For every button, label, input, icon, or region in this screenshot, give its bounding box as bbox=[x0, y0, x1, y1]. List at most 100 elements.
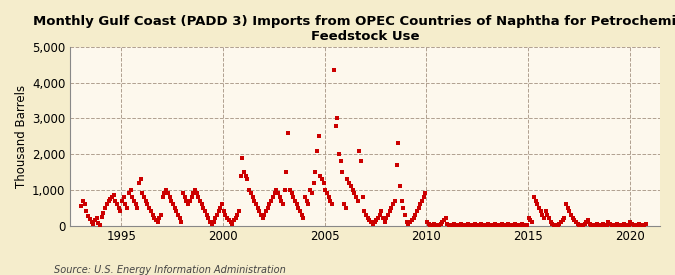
Point bbox=[393, 141, 404, 146]
Point bbox=[301, 199, 312, 203]
Point bbox=[487, 223, 498, 227]
Point bbox=[571, 220, 582, 224]
Point bbox=[288, 195, 298, 199]
Point bbox=[533, 206, 544, 210]
Point bbox=[127, 195, 138, 199]
Point bbox=[174, 216, 185, 221]
Point bbox=[346, 184, 356, 189]
Point bbox=[286, 191, 297, 196]
Point bbox=[254, 209, 265, 214]
Point bbox=[503, 222, 514, 226]
Point bbox=[637, 223, 648, 227]
Point bbox=[176, 220, 187, 224]
Point bbox=[559, 216, 570, 221]
Point bbox=[452, 223, 463, 227]
Point bbox=[616, 223, 627, 227]
Point bbox=[460, 223, 471, 227]
Point bbox=[320, 188, 331, 192]
Point bbox=[269, 191, 280, 196]
Point bbox=[354, 148, 364, 153]
Point bbox=[442, 222, 453, 226]
Point bbox=[97, 214, 107, 219]
Point bbox=[491, 222, 502, 227]
Point bbox=[244, 188, 254, 192]
Point bbox=[429, 222, 439, 226]
Point bbox=[80, 202, 90, 207]
Point bbox=[329, 68, 340, 72]
Point bbox=[418, 195, 429, 199]
Point bbox=[117, 199, 128, 203]
Point bbox=[389, 199, 400, 203]
Point bbox=[406, 218, 417, 222]
Point bbox=[605, 222, 616, 226]
Point bbox=[327, 202, 338, 207]
Point bbox=[186, 195, 197, 199]
Point bbox=[362, 216, 373, 221]
Point bbox=[201, 213, 212, 217]
Point bbox=[317, 177, 327, 182]
Point bbox=[427, 223, 437, 227]
Point bbox=[154, 216, 165, 221]
Point bbox=[459, 223, 470, 227]
Point bbox=[310, 170, 321, 174]
Point bbox=[352, 199, 363, 203]
Point bbox=[496, 222, 507, 226]
Point bbox=[366, 220, 377, 224]
Point bbox=[466, 223, 477, 227]
Point bbox=[78, 199, 88, 203]
Point bbox=[606, 222, 617, 227]
Point bbox=[98, 211, 109, 215]
Point bbox=[412, 209, 423, 214]
Point bbox=[105, 197, 115, 201]
Point bbox=[576, 223, 587, 227]
Point bbox=[239, 170, 250, 174]
Point bbox=[435, 222, 446, 226]
Point bbox=[156, 213, 167, 217]
Point bbox=[236, 174, 246, 178]
Point bbox=[401, 220, 412, 224]
Point bbox=[144, 206, 155, 210]
Point bbox=[572, 222, 583, 226]
Point bbox=[481, 223, 492, 227]
Point bbox=[586, 222, 597, 227]
Point bbox=[446, 223, 456, 227]
Point bbox=[477, 222, 488, 227]
Point bbox=[342, 177, 353, 182]
Point bbox=[622, 223, 632, 227]
Point bbox=[298, 216, 308, 221]
Point bbox=[294, 209, 305, 214]
Point bbox=[596, 223, 607, 227]
Point bbox=[151, 218, 161, 222]
Point bbox=[450, 222, 461, 227]
Point bbox=[146, 209, 157, 214]
Point bbox=[623, 223, 634, 227]
Point bbox=[337, 170, 348, 174]
Point bbox=[107, 195, 117, 199]
Point bbox=[462, 222, 473, 226]
Point bbox=[225, 220, 236, 224]
Point bbox=[526, 220, 537, 224]
Point bbox=[612, 222, 622, 226]
Point bbox=[635, 222, 646, 227]
Point bbox=[518, 222, 529, 227]
Point bbox=[554, 222, 564, 226]
Point bbox=[400, 213, 410, 217]
Point bbox=[437, 220, 448, 224]
Point bbox=[347, 188, 358, 192]
Point bbox=[508, 223, 519, 227]
Point bbox=[259, 213, 270, 217]
Point bbox=[279, 188, 290, 192]
Point bbox=[416, 199, 427, 203]
Point bbox=[198, 206, 209, 210]
Point bbox=[613, 222, 624, 227]
Point bbox=[386, 206, 397, 210]
Point bbox=[469, 222, 480, 226]
Point bbox=[484, 222, 495, 227]
Point bbox=[373, 216, 383, 221]
Point bbox=[356, 159, 367, 164]
Point bbox=[276, 199, 287, 203]
Point bbox=[415, 202, 426, 207]
Point bbox=[476, 222, 487, 226]
Point bbox=[140, 199, 151, 203]
Point bbox=[432, 223, 443, 227]
